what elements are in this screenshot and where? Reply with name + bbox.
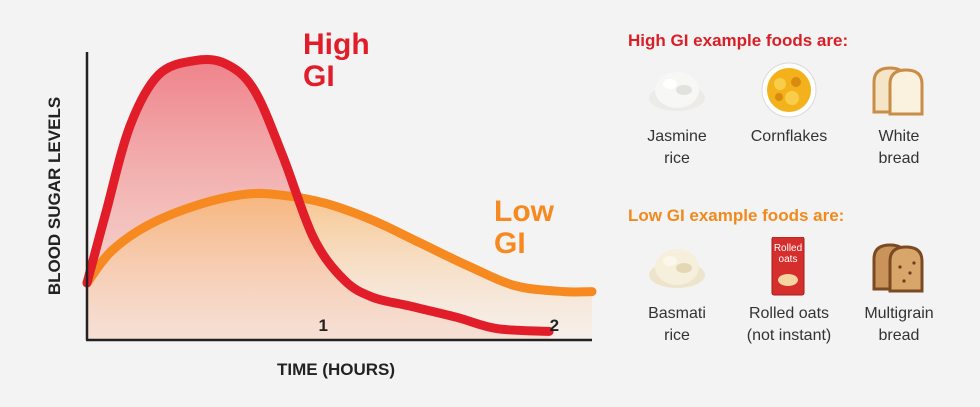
food-jasmine-rice: Jasmine rice xyxy=(622,60,732,170)
food-label: Jasmine rice xyxy=(647,128,707,167)
low-gi-label: Low xyxy=(494,195,555,228)
high-gi-panel: High GI example foods are: Jasmine rice … xyxy=(600,0,970,200)
rice-icon xyxy=(649,72,705,111)
oats-box-text: Rolled xyxy=(774,243,802,254)
x-tick-label: 2 xyxy=(550,316,559,335)
high-gi-label: High xyxy=(303,28,370,61)
low-gi-label: GI xyxy=(494,227,526,260)
rolled-oats-icon: Rolled oats xyxy=(771,237,805,296)
low-gi-title: Low GI example foods are: xyxy=(628,206,845,225)
high-gi-title: High GI example foods are: xyxy=(628,31,849,50)
x-tick-label: 1 xyxy=(318,316,327,335)
low-gi-area xyxy=(87,193,592,340)
food-label: Rolled oats (not instant) xyxy=(746,305,832,344)
low-gi-panel: Low GI example foods are: Basmati rice R… xyxy=(600,200,970,407)
food-multigrain-bread: Multigrain bread xyxy=(844,237,954,347)
x-axis-label: TIME (HOURS) xyxy=(277,360,395,379)
white-bread-icon xyxy=(872,66,924,116)
oats-box-text: oats xyxy=(779,254,798,265)
food-cornflakes: Cornflakes xyxy=(734,60,844,148)
multigrain-bread-icon xyxy=(872,243,924,293)
food-label: White bread xyxy=(878,128,920,167)
y-axis-label: BLOOD SUGAR LEVELS xyxy=(45,97,64,295)
food-label: Basmati rice xyxy=(648,305,706,344)
food-white-bread: White bread xyxy=(844,60,954,170)
food-rolled-oats: Rolled oats Rolled oats (not instant) xyxy=(734,237,844,347)
food-label: Multigrain bread xyxy=(864,305,934,344)
low-gi-curve xyxy=(82,188,597,297)
food-label: Cornflakes xyxy=(750,128,828,145)
food-basmati-rice: Basmati rice xyxy=(622,237,732,347)
cornflakes-icon xyxy=(761,62,817,118)
high-gi-label: GI xyxy=(303,60,335,93)
basmati-rice-icon xyxy=(649,249,705,288)
high-gi-curve xyxy=(82,55,554,336)
